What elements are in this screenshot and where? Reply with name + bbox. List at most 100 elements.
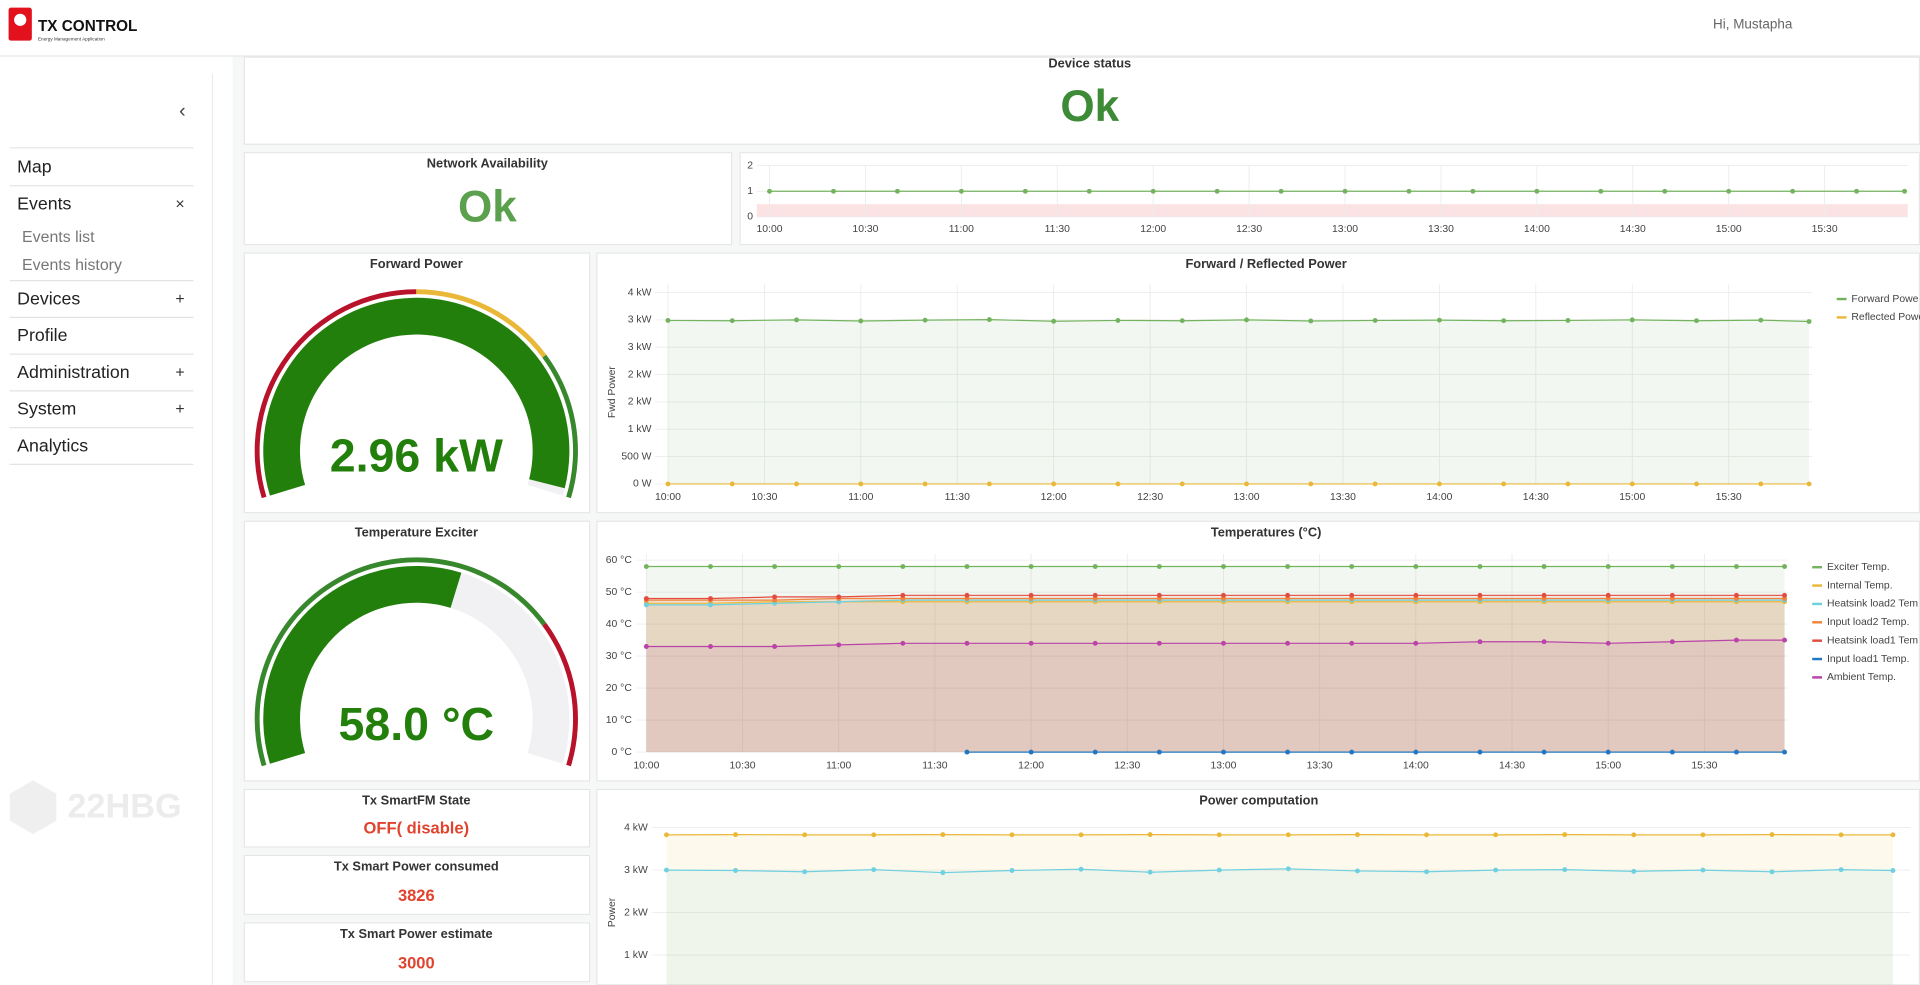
menu-item[interactable]: Administration — [17, 362, 129, 382]
data-point — [1221, 593, 1226, 598]
data-point — [1349, 641, 1354, 646]
panel — [740, 153, 1919, 245]
data-point — [1542, 564, 1547, 569]
data-point — [1493, 868, 1498, 873]
y-tick-label: 50 °C — [606, 587, 633, 598]
data-point — [1662, 189, 1667, 194]
x-tick-label: 10:00 — [633, 760, 659, 771]
data-point — [1244, 481, 1249, 486]
submenu-item[interactable]: Events list — [22, 229, 95, 246]
data-point — [733, 868, 738, 873]
data-point — [1782, 564, 1787, 569]
x-tick-label: 10:00 — [757, 224, 783, 235]
data-point — [965, 564, 970, 569]
data-point — [1093, 641, 1098, 646]
greeting[interactable]: Hi, Mustapha — [1713, 16, 1793, 31]
data-point — [644, 644, 649, 649]
y-tick-label: 20 °C — [606, 683, 633, 694]
menu-toggle[interactable]: + — [175, 401, 184, 418]
data-point — [1734, 750, 1739, 755]
collapse-button[interactable]: ‹ — [179, 100, 186, 122]
data-point — [1437, 318, 1442, 323]
y-tick-label: 4 kW — [624, 822, 648, 833]
data-point — [1758, 318, 1763, 323]
data-point — [1157, 564, 1162, 569]
data-point — [794, 317, 799, 322]
data-point — [836, 642, 841, 647]
data-point — [1244, 317, 1249, 322]
y-tick-label: 3 kW — [624, 865, 648, 876]
data-point — [1413, 593, 1418, 598]
y-tick-label: 0 W — [633, 479, 652, 490]
y-tick-label: 1 — [747, 186, 753, 197]
data-point — [1670, 639, 1675, 644]
chart-title: Power computation — [1199, 792, 1318, 807]
menu-toggle[interactable]: + — [175, 364, 184, 381]
data-point — [1478, 593, 1483, 598]
legend-label: Internal Temp. — [1827, 580, 1893, 591]
y-tick-label: 60 °C — [606, 555, 633, 566]
data-point — [1839, 832, 1844, 837]
menu-toggle[interactable]: + — [175, 291, 184, 308]
y-tick-label: 40 °C — [606, 619, 633, 630]
data-point — [1424, 832, 1429, 837]
menu-toggle[interactable]: × — [175, 196, 184, 213]
data-point — [1148, 870, 1153, 875]
data-point — [1758, 481, 1763, 486]
menu-item[interactable]: Devices — [17, 288, 80, 308]
data-point — [644, 596, 649, 601]
data-point — [1279, 189, 1284, 194]
data-point — [1355, 868, 1360, 873]
data-point — [1308, 319, 1313, 324]
data-point — [772, 594, 777, 599]
menu-item[interactable]: Map — [17, 157, 52, 177]
data-point — [959, 189, 964, 194]
data-point — [1890, 868, 1895, 873]
data-point — [1854, 189, 1859, 194]
data-point — [1217, 832, 1222, 837]
data-point — [1630, 481, 1635, 486]
data-point — [1286, 832, 1291, 837]
menu-item[interactable]: Profile — [17, 325, 67, 345]
menu-item[interactable]: Analytics — [17, 435, 88, 455]
submenu-item[interactable]: Events history — [22, 257, 122, 274]
data-point — [1562, 832, 1567, 837]
data-point — [1180, 318, 1185, 323]
menu-item[interactable]: Events — [17, 193, 71, 213]
x-tick-label: 12:00 — [1041, 492, 1067, 503]
data-point — [1221, 750, 1226, 755]
stat-value: 3000 — [398, 953, 435, 972]
data-point — [802, 869, 807, 874]
x-tick-label: 13:30 — [1330, 492, 1356, 503]
data-point — [965, 750, 970, 755]
data-point — [858, 319, 863, 324]
data-point — [1606, 564, 1611, 569]
data-point — [858, 481, 863, 486]
data-point — [772, 644, 777, 649]
data-point — [940, 832, 945, 837]
x-tick-label: 13:00 — [1332, 224, 1358, 235]
data-point — [1116, 318, 1121, 323]
data-point — [1839, 867, 1844, 872]
x-tick-label: 12:30 — [1114, 760, 1140, 771]
panel-title: Tx Smart Power consumed — [334, 859, 499, 874]
data-point — [1470, 189, 1475, 194]
data-point — [965, 593, 970, 598]
data-point — [1606, 593, 1611, 598]
data-point — [1782, 638, 1787, 643]
data-point — [1010, 868, 1015, 873]
chart-title: Forward / Reflected Power — [1185, 256, 1346, 271]
data-point — [1221, 641, 1226, 646]
menu-item[interactable]: System — [17, 399, 76, 419]
x-tick-label: 12:00 — [1018, 760, 1044, 771]
x-tick-label: 15:30 — [1691, 760, 1717, 771]
data-point — [1349, 593, 1354, 598]
data-point — [1542, 639, 1547, 644]
data-point — [1694, 318, 1699, 323]
gauge-value: 2.96 kW — [330, 430, 503, 482]
x-tick-label: 11:00 — [848, 492, 873, 503]
x-tick-label: 10:30 — [852, 224, 878, 235]
data-point — [1734, 638, 1739, 643]
data-point — [1285, 641, 1290, 646]
